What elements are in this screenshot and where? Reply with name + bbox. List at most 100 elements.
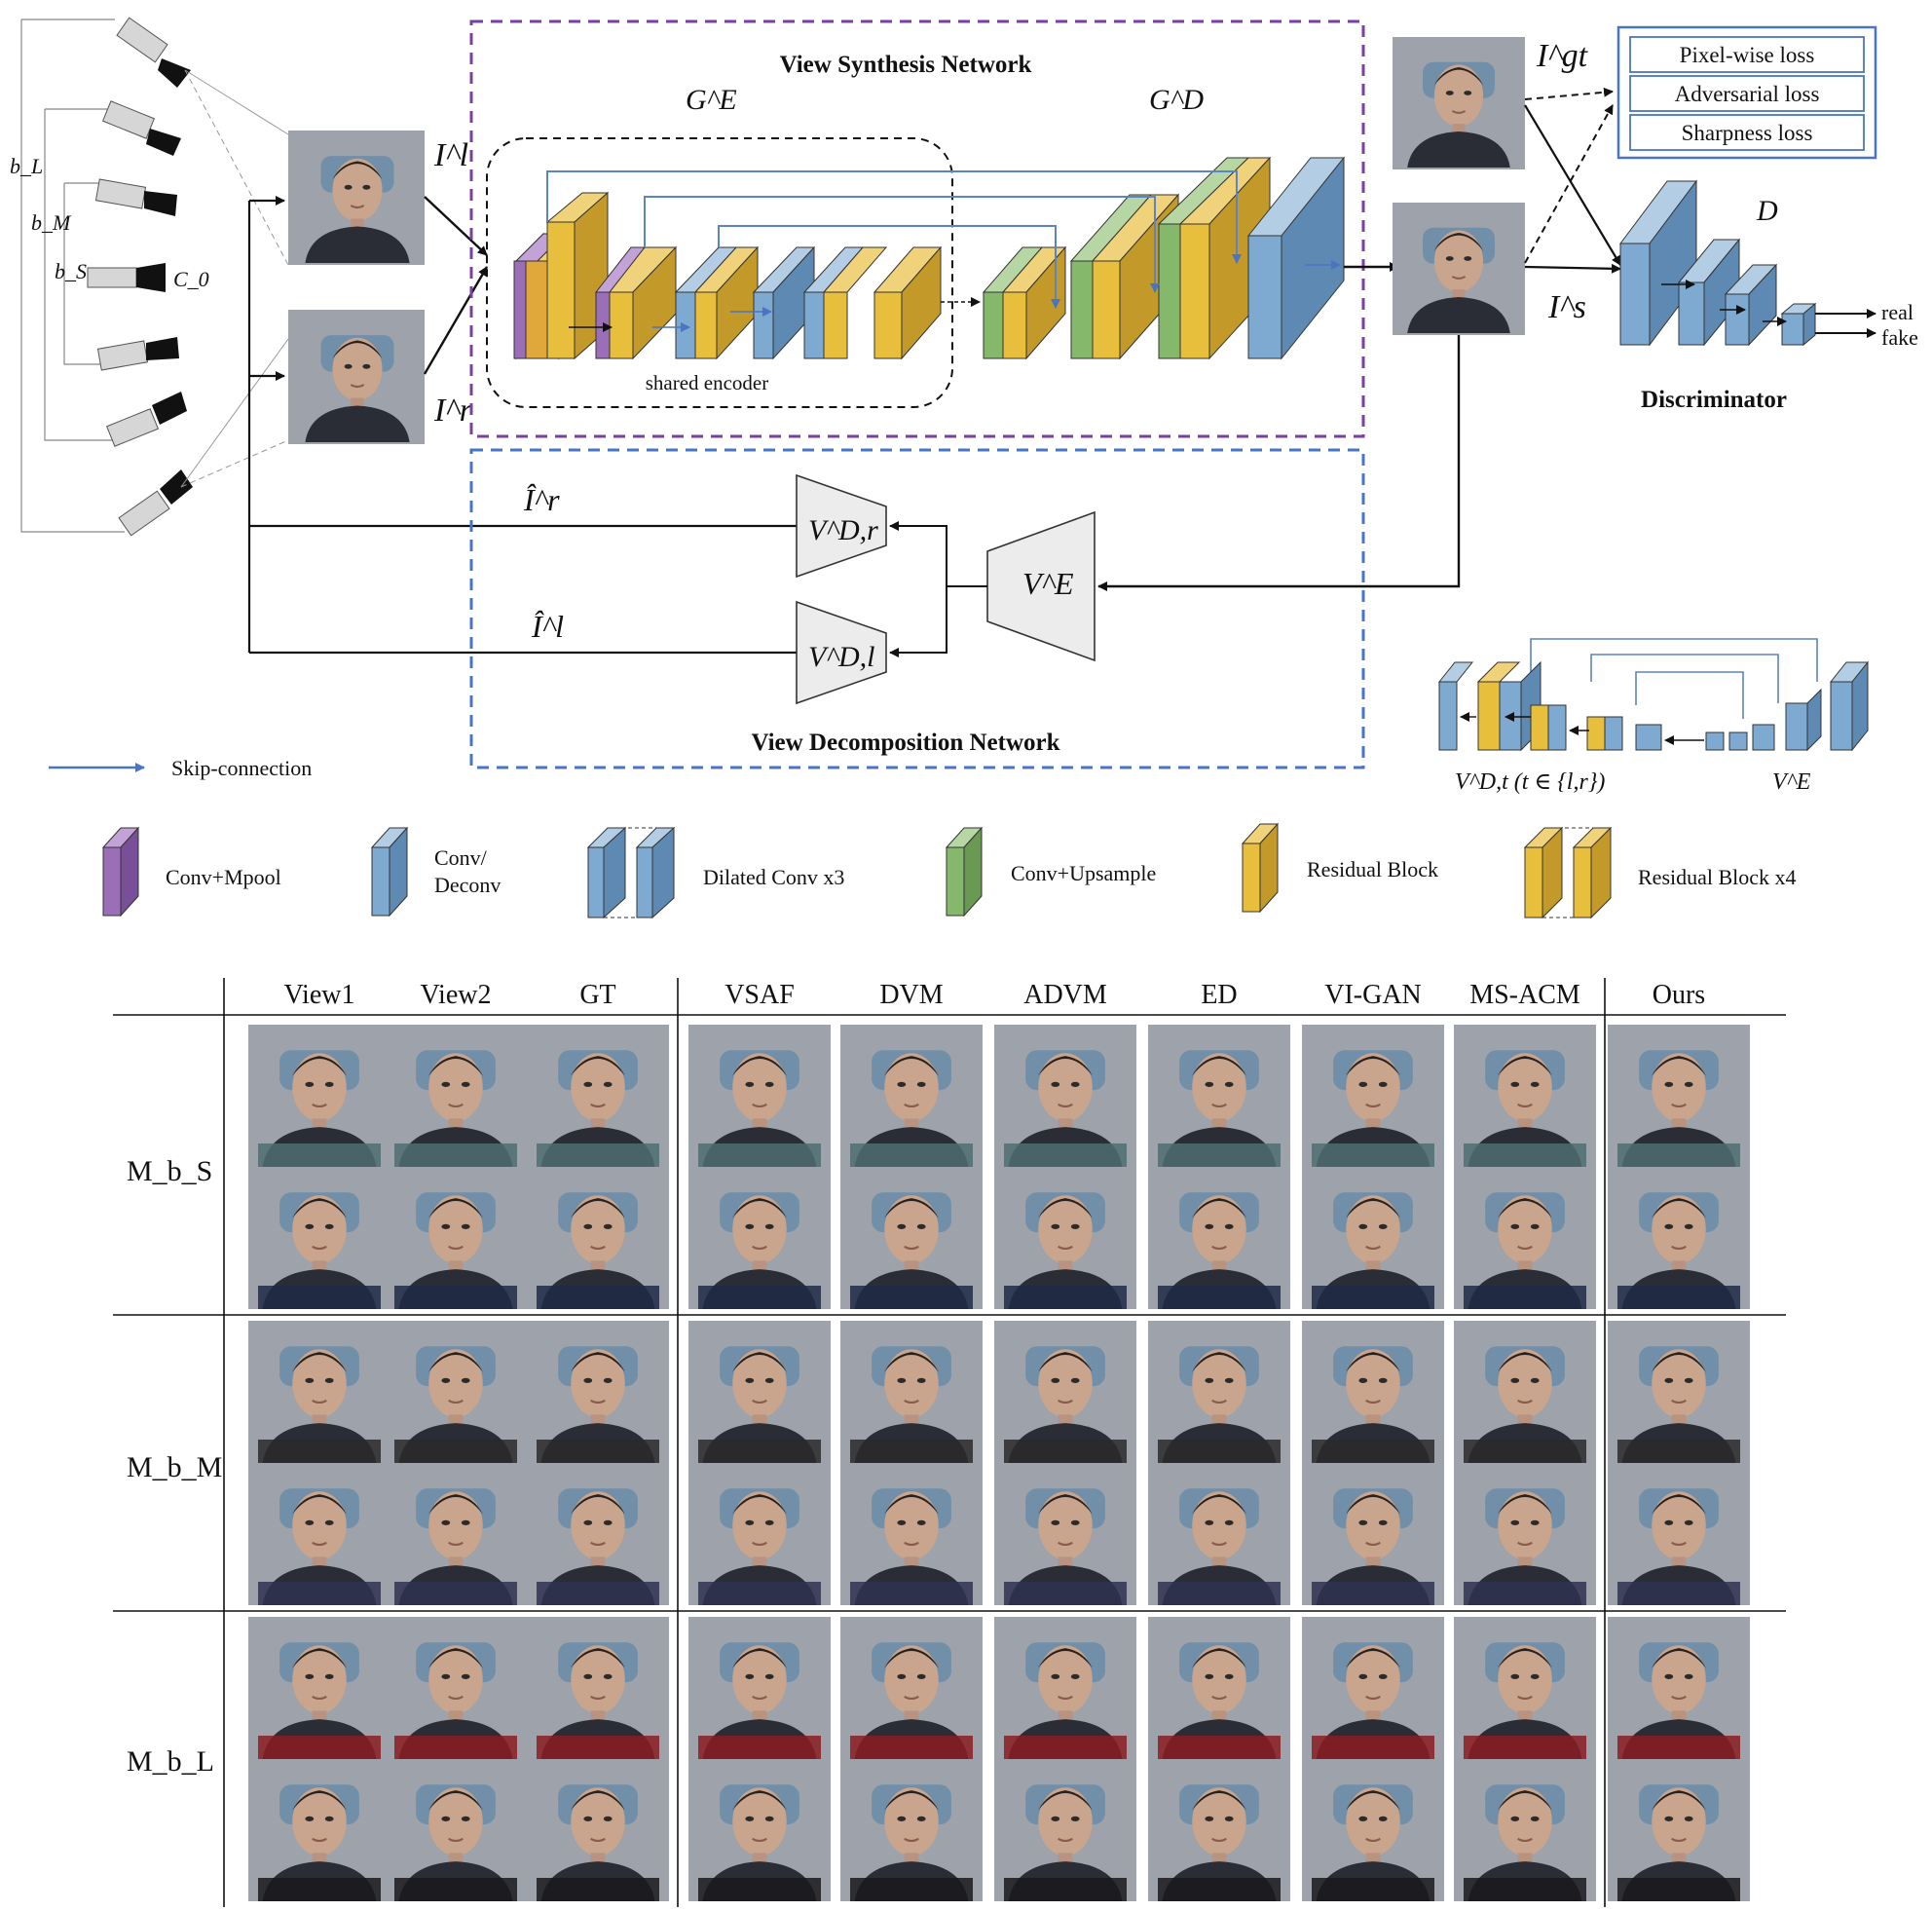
row-label: M_b_S xyxy=(127,1155,212,1187)
result-face-image xyxy=(688,1617,831,1759)
view-synthesis-box xyxy=(469,19,1365,438)
fake-label: fake xyxy=(1881,325,1918,350)
legend-conv-mpool-label: Conv+Mpool xyxy=(166,865,281,889)
legend-conv-mpool xyxy=(101,826,140,918)
result-face-image xyxy=(527,1025,669,1167)
result-face-image xyxy=(1608,1759,1750,1901)
real-label: real xyxy=(1881,300,1913,324)
column-header: VSAF xyxy=(724,980,795,1010)
column-header: DVM xyxy=(879,980,943,1010)
encoder-to-dec-l xyxy=(889,586,947,657)
input-right-arrow xyxy=(423,266,489,375)
recon-l-label: Î^l xyxy=(531,609,564,644)
result-face-image xyxy=(385,1759,527,1901)
result-face-image xyxy=(994,1025,1136,1167)
result-face-image xyxy=(1608,1617,1750,1759)
result-face-image xyxy=(1302,1617,1444,1759)
generator-layers xyxy=(513,156,1346,360)
discriminator-title: Discriminator xyxy=(1641,387,1787,413)
result-face-image xyxy=(840,1321,983,1463)
camera-icon xyxy=(116,17,191,88)
result-face-image xyxy=(527,1617,669,1759)
gt-to-loss-arrow xyxy=(1524,87,1614,100)
result-face-image xyxy=(994,1167,1136,1309)
encoder-label: G^E xyxy=(686,84,737,116)
result-face-image xyxy=(385,1025,527,1167)
encoder-to-dec-r xyxy=(889,521,987,587)
view-decoder-r-label: V^D,r xyxy=(808,514,878,546)
mini-view-network xyxy=(1437,638,1870,752)
synth-to-disc-arrow xyxy=(1524,263,1621,274)
result-face-image xyxy=(994,1759,1136,1901)
result-face-image xyxy=(1302,1025,1444,1167)
result-face-image xyxy=(994,1321,1136,1463)
adversarial-loss: Adversarial loss xyxy=(1675,82,1820,106)
results-grid: View1 View2 GT VSAF DVM ADVM ED VI-GAN MS-ACM Our… xyxy=(113,978,1786,1907)
layer-conv-mpool-2 xyxy=(594,245,678,360)
camera-icon xyxy=(96,337,179,371)
skip-connections xyxy=(546,170,1242,309)
result-face-image xyxy=(1608,1025,1750,1167)
legend-dilated-conv-label: Dilated Conv x3 xyxy=(703,865,844,889)
legend-residual-block xyxy=(1241,822,1280,914)
gt-to-disc-arrow xyxy=(1524,104,1621,266)
row-label: M_b_M xyxy=(127,1451,222,1483)
loss-panel: Pixel-wise loss Adversarial loss Sharpne… xyxy=(1616,25,1877,160)
sharpness-loss: Sharpness loss xyxy=(1682,121,1813,145)
result-face-image xyxy=(385,1463,527,1605)
legend-residual-block-label: Residual Block xyxy=(1307,857,1438,881)
view-encoder-label: V^E xyxy=(1022,566,1074,601)
b-S-label: b_S xyxy=(55,259,87,283)
b-M-label: b_M xyxy=(31,210,72,235)
layer-conv-mpool xyxy=(513,191,610,360)
result-face-image xyxy=(994,1617,1136,1759)
result-face-image xyxy=(1454,1167,1596,1309)
legend-conv-upsample xyxy=(945,826,984,918)
view-decoder-l-label: V^D,l xyxy=(808,641,874,673)
result-face-image xyxy=(688,1167,831,1309)
view-decoder-l-block xyxy=(796,600,887,705)
view-decomposition-box xyxy=(469,448,1365,769)
result-face-image xyxy=(385,1617,527,1759)
result-face-image xyxy=(1148,1167,1290,1309)
disc-symbol: D xyxy=(1756,195,1778,227)
result-face-image xyxy=(527,1167,669,1309)
view-encoder-block xyxy=(986,510,1096,662)
legend-conv-deconv-label: Conv/Deconv xyxy=(434,845,501,897)
result-face-image xyxy=(1302,1167,1444,1309)
gt-label: I^gt xyxy=(1536,38,1589,74)
result-face-image xyxy=(248,1463,390,1605)
result-face-image xyxy=(840,1463,983,1605)
camera-icon xyxy=(94,178,177,216)
result-face-image xyxy=(1148,1025,1290,1167)
result-face-image xyxy=(840,1025,983,1167)
decoder-label: G^D xyxy=(1149,84,1204,116)
result-face-image xyxy=(1454,1025,1596,1167)
column-header: ADVM xyxy=(1023,980,1107,1010)
result-face-image xyxy=(688,1321,831,1463)
result-face-image xyxy=(1302,1759,1444,1901)
synth-label: I^s xyxy=(1547,289,1586,325)
camera-icon xyxy=(87,263,166,292)
input-image-right xyxy=(288,310,425,444)
column-header: View1 xyxy=(284,980,355,1010)
column-header: View2 xyxy=(421,980,492,1010)
result-face-image xyxy=(248,1321,390,1463)
layer-legend: Conv+Mpool Conv/Deconv Dilated Conv x3 C… xyxy=(101,822,1797,919)
synth-to-decomposition-arrow xyxy=(1097,335,1461,591)
result-face-image xyxy=(1454,1617,1596,1759)
legend-conv-upsample-label: Conv+Upsample xyxy=(1011,861,1156,885)
input-right-label: I^r xyxy=(433,393,473,429)
result-face-image xyxy=(1302,1463,1444,1605)
result-face-image xyxy=(248,1167,390,1309)
column-header: ED xyxy=(1201,980,1237,1010)
row-label: M_b_L xyxy=(127,1745,214,1778)
result-face-image xyxy=(527,1321,669,1463)
result-face-image xyxy=(1608,1463,1750,1605)
column-header: MS-ACM xyxy=(1469,980,1580,1010)
result-face-image xyxy=(527,1759,669,1901)
legend-dilated-conv xyxy=(586,826,676,919)
column-header: VI-GAN xyxy=(1324,980,1422,1010)
shared-encoder-box xyxy=(486,137,953,408)
